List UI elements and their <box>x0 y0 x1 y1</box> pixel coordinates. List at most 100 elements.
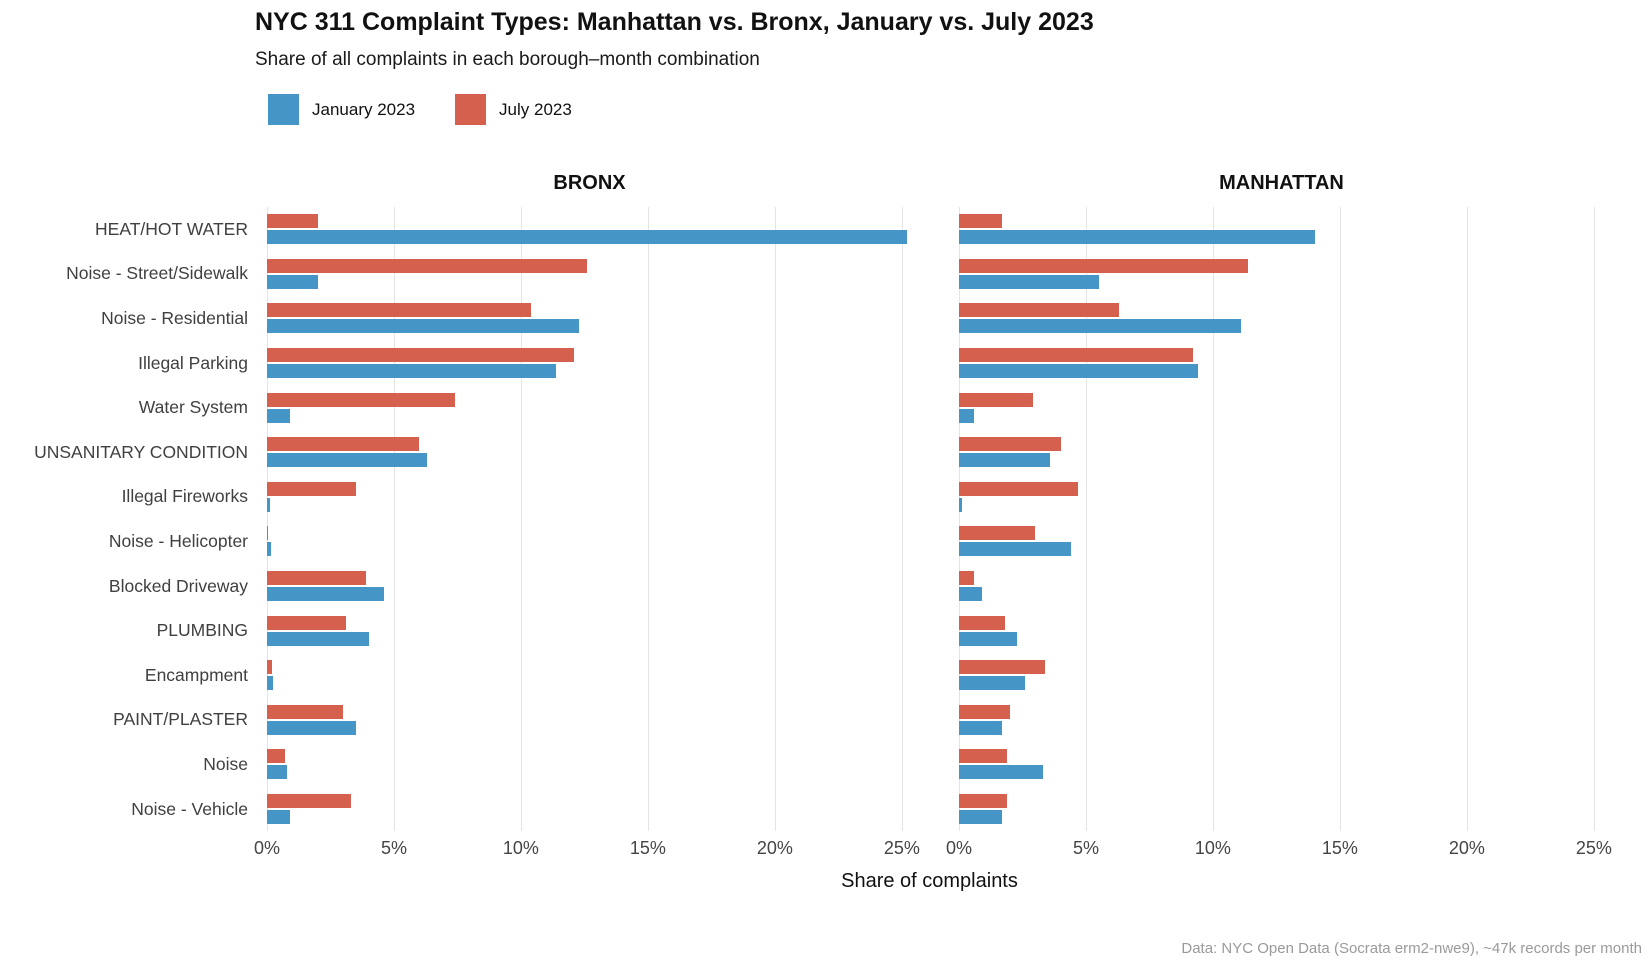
bar-july <box>959 571 975 586</box>
bar-row <box>267 430 912 475</box>
bar-row <box>267 519 912 564</box>
bar-july <box>267 704 344 719</box>
bar-row <box>267 742 912 787</box>
bar-january <box>267 542 271 557</box>
bar-july <box>267 258 587 273</box>
bar-july <box>267 615 346 630</box>
x-tick-label: 25% <box>883 838 920 858</box>
panel-bronx <box>267 207 912 831</box>
bar-row <box>959 296 1604 341</box>
bar-row <box>959 787 1604 832</box>
bar-row <box>959 608 1604 653</box>
bar-january <box>959 720 1003 735</box>
bar-july <box>959 214 1003 229</box>
bar-july <box>959 481 1079 496</box>
bar-july <box>267 794 351 809</box>
category-label: UNSANITARY CONDITION <box>34 441 248 462</box>
bar-row <box>959 698 1604 743</box>
gridline <box>774 207 776 831</box>
bar-january <box>267 676 274 691</box>
bar-july <box>959 704 1010 719</box>
bar-january <box>959 676 1026 691</box>
bar-january <box>267 810 290 825</box>
bar-row <box>959 475 1604 520</box>
legend: January 2023 July 2023 <box>268 94 598 125</box>
bar-july <box>959 526 1036 541</box>
bar-row <box>267 787 912 832</box>
x-tick-label: 20% <box>756 838 793 858</box>
category-label: PAINT/PLASTER <box>113 709 248 730</box>
bar-row <box>959 564 1604 609</box>
january-swatch <box>268 94 299 125</box>
x-tick-label: 20% <box>1448 838 1485 858</box>
category-label: Illegal Parking <box>138 352 248 373</box>
x-tick-label: 15% <box>1321 838 1358 858</box>
bar-row <box>959 742 1604 787</box>
bar-july <box>267 749 285 764</box>
bar-july <box>267 660 273 675</box>
legend-label-july: July 2023 <box>499 99 572 119</box>
bar-row <box>959 252 1604 297</box>
bar-january <box>959 319 1241 334</box>
panel-manhattan <box>959 207 1604 831</box>
category-label: Noise <box>203 753 248 774</box>
gridline <box>1339 207 1341 831</box>
x-tick-label: 10% <box>1194 838 1231 858</box>
legend-item-january: January 2023 <box>268 94 415 125</box>
bar-july <box>267 303 532 318</box>
bar-july <box>959 660 1046 675</box>
data-source-caption: Data: NYC Open Data (Socrata erm2-nwe9),… <box>1181 940 1642 957</box>
bar-january <box>267 720 356 735</box>
bar-row <box>959 430 1604 475</box>
bar-january <box>267 408 290 423</box>
bar-january <box>959 274 1099 289</box>
category-label: Noise - Residential <box>101 307 248 328</box>
bar-july <box>267 214 318 229</box>
bar-row <box>267 385 912 430</box>
gridline <box>1085 207 1087 831</box>
bar-row <box>267 252 912 297</box>
bar-row <box>267 475 912 520</box>
bar-january <box>267 631 369 646</box>
x-tick-label: 5% <box>380 838 407 858</box>
bar-row <box>959 653 1604 698</box>
category-label: HEAT/HOT WATER <box>95 218 248 239</box>
bar-row <box>267 296 912 341</box>
x-axis-title: Share of complaints <box>841 870 1018 892</box>
x-tick-label: 0% <box>253 838 281 858</box>
bar-row <box>959 341 1604 386</box>
gridline <box>647 207 649 831</box>
bar-row <box>267 698 912 743</box>
bar-july <box>267 526 269 541</box>
bar-row <box>959 207 1604 252</box>
bar-january <box>267 319 580 334</box>
gridline <box>1466 207 1468 831</box>
bar-july <box>267 437 420 452</box>
bar-january <box>267 497 270 512</box>
bar-january <box>959 810 1003 825</box>
bar-july <box>959 794 1008 809</box>
gridline <box>267 207 268 831</box>
category-label: Encampment <box>144 664 248 685</box>
category-label: Noise - Street/Sidewalk <box>66 263 248 284</box>
chart-title: NYC 311 Complaint Types: Manhattan vs. B… <box>255 8 1094 36</box>
bar-july <box>267 348 575 363</box>
bar-january <box>959 453 1051 468</box>
x-tick-label: 0% <box>945 838 973 858</box>
category-label: PLUMBING <box>156 620 248 641</box>
bar-july <box>959 615 1005 630</box>
bar-july <box>267 481 356 496</box>
facet-title-bronx: BRONX <box>553 172 626 194</box>
x-tick-label: 5% <box>1072 838 1099 858</box>
category-label: Noise - Vehicle <box>131 798 248 819</box>
bar-july <box>959 258 1249 273</box>
category-label: Water System <box>138 397 248 418</box>
category-label: Illegal Fireworks <box>121 486 248 507</box>
x-tick-label: 15% <box>629 838 666 858</box>
bar-july <box>267 571 367 586</box>
gridline <box>1212 207 1214 831</box>
bar-january <box>959 542 1071 557</box>
bar-july <box>959 348 1193 363</box>
bar-january <box>267 765 288 780</box>
gridline <box>901 207 903 831</box>
